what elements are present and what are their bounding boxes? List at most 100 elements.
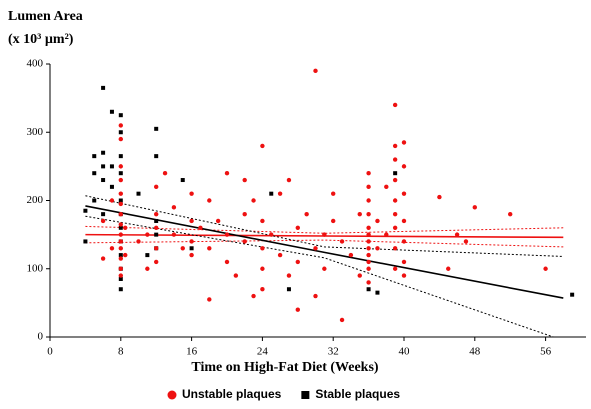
point [180,246,185,251]
point [118,211,124,217]
point [401,273,407,278]
point [384,232,389,237]
point [207,297,212,302]
point [118,253,123,258]
point [154,126,159,131]
point [154,154,159,159]
point [83,208,88,213]
point [366,184,371,190]
y-axis-label: (x 10³ µm²) [8,32,74,47]
x-tick-label: 24 [257,346,269,358]
point [118,239,124,244]
point [92,154,97,159]
point [463,239,469,244]
point [366,211,371,217]
point [215,218,221,224]
point [242,239,247,244]
point [92,171,97,176]
point [242,211,247,217]
point [154,232,159,237]
point [118,222,124,227]
point [437,194,442,200]
y-tick-label: 100 [27,262,44,274]
point [392,102,398,108]
point [224,171,230,176]
x-tick-label: 32 [328,346,339,358]
point [322,232,327,237]
x-tick-label: 8 [118,346,124,358]
point [366,287,371,292]
point [454,232,460,237]
point [118,276,123,281]
point [154,246,159,251]
point [331,218,336,224]
point [286,177,292,183]
point [339,239,345,244]
point [392,143,398,149]
point [109,109,114,114]
point [109,198,115,203]
point [123,225,128,230]
y-tick-label: 0 [38,331,44,343]
legend-marker [167,390,177,400]
point [401,191,407,196]
point [393,171,398,176]
point [401,218,407,224]
point [286,287,291,292]
point [154,184,159,190]
point [118,191,124,196]
point [118,171,123,176]
point [543,266,548,271]
point [366,259,371,265]
point [101,164,106,169]
point [366,198,371,203]
point [118,201,124,207]
x-tick-label: 48 [469,346,481,358]
point [401,259,407,265]
point [277,252,283,258]
point [118,130,123,135]
point [260,218,265,224]
point [331,191,336,196]
point [366,246,371,251]
point [242,177,247,183]
point [392,225,398,230]
point [401,164,407,169]
point [269,232,274,237]
point [118,164,124,169]
point [269,191,274,196]
point [154,225,159,230]
point [322,266,327,271]
point [92,198,97,203]
point [189,239,194,244]
point [357,273,362,278]
point [392,266,398,271]
point [260,266,265,271]
point [472,205,477,210]
fit-line [85,205,564,299]
point [366,280,371,285]
point [123,252,128,258]
point [198,225,203,230]
point [154,218,159,223]
point [118,154,123,159]
legend-label: Unstable plaques [182,387,282,401]
point [313,293,318,299]
point [180,178,185,183]
point [366,239,371,244]
point [118,225,123,230]
point [366,225,371,230]
x-tick-label: 40 [399,346,411,358]
point [109,246,115,251]
confidence-upper [85,195,564,257]
point [446,266,451,271]
point [109,164,114,169]
point [295,259,300,265]
x-axis-label: Time on High-Fat Diet (Weeks) [191,360,379,375]
point [251,293,256,299]
point [118,198,123,203]
point [171,232,177,237]
point [136,191,141,196]
point [118,273,124,278]
point [366,232,371,237]
